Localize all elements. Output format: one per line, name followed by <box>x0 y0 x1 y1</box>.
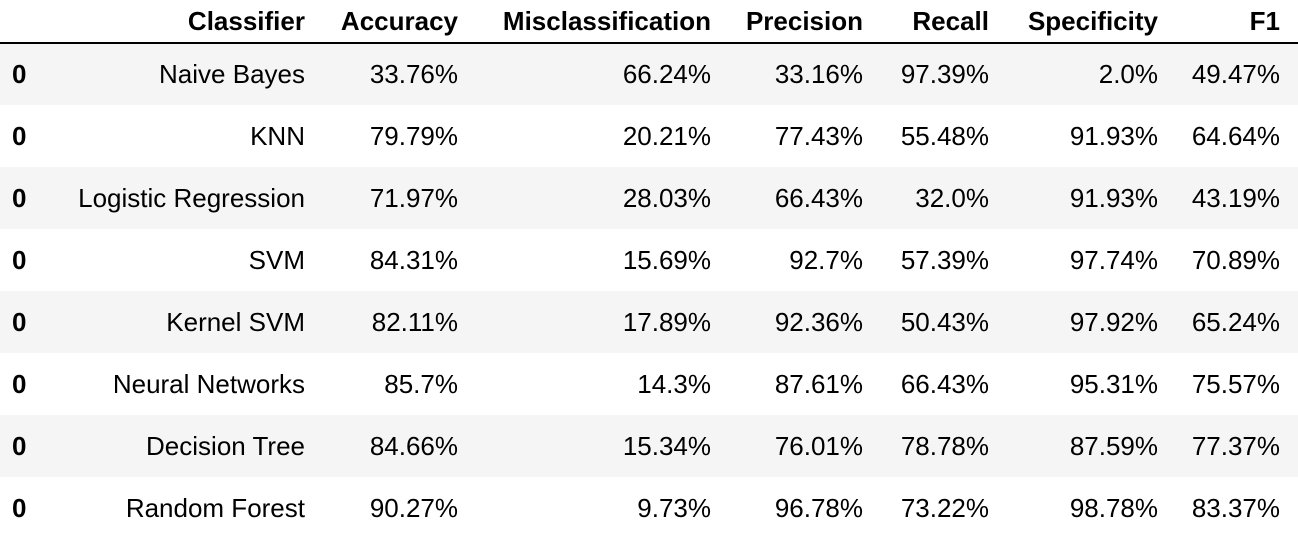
row-index: 0 <box>12 244 27 275</box>
f1-cell: 75.57% <box>1191 368 1280 399</box>
precision-cell: 66.43% <box>774 182 863 213</box>
classifier-cell: Logistic Regression <box>78 182 305 213</box>
misclassification-cell: 15.69% <box>622 244 711 275</box>
accuracy-cell: 84.31% <box>369 244 458 275</box>
accuracy-cell: 79.79% <box>369 120 458 151</box>
misclassification-header: Misclassification <box>476 0 729 44</box>
recall-cell: 50.43% <box>900 306 989 337</box>
misclassification-cell: 17.89% <box>622 306 711 337</box>
misclassification-cell: 15.34% <box>622 430 711 461</box>
f1-header: F1 <box>1176 0 1298 44</box>
recall-cell: 55.48% <box>900 120 989 151</box>
f1-cell: 83.37% <box>1191 492 1280 523</box>
specificity-cell: 95.31% <box>1069 368 1158 399</box>
table-row: 0 Random Forest 90.27% 9.73% 96.78% 73.22% 98.… <box>0 477 1298 539</box>
precision-cell: 33.16% <box>774 59 863 89</box>
f1-cell: 49.47% <box>1191 59 1280 89</box>
precision-cell: 92.36% <box>774 306 863 337</box>
specificity-cell: 87.59% <box>1069 430 1158 461</box>
misclassification-cell: 20.21% <box>622 120 711 151</box>
f1-cell: 65.24% <box>1191 306 1280 337</box>
row-index: 0 <box>12 59 27 89</box>
f1-cell: 70.89% <box>1191 244 1280 275</box>
table-row: 0 Neural Networks 85.7% 14.3% 87.61% 66.43% 95… <box>0 353 1298 415</box>
f1-cell: 64.64% <box>1191 120 1280 151</box>
precision-cell: 76.01% <box>774 430 863 461</box>
accuracy-cell: 84.66% <box>369 430 458 461</box>
classifier-header: Classifier <box>42 0 323 44</box>
accuracy-cell: 33.76% <box>369 59 458 89</box>
f1-cell: 77.37% <box>1191 430 1280 461</box>
row-index: 0 <box>12 120 27 151</box>
misclassification-cell: 66.24% <box>622 59 711 89</box>
table-body: 0 Naive Bayes 33.76% 66.24% 33.16% 97.39% 2.0%… <box>0 43 1298 539</box>
misclassification-cell: 28.03% <box>622 182 711 213</box>
recall-cell: 66.43% <box>900 368 989 399</box>
classifier-cell: Kernel SVM <box>166 306 305 337</box>
precision-cell: 92.7% <box>789 244 863 275</box>
precision-cell: 96.78% <box>774 492 863 523</box>
table-row: 0 KNN 79.79% 20.21% 77.43% 55.48% 91.93% 64.64% <box>0 105 1298 167</box>
row-index: 0 <box>12 492 27 523</box>
table-row: 0 SVM 84.31% 15.69% 92.7% 57.39% 97.74% 70.89% <box>0 229 1298 291</box>
row-index: 0 <box>12 430 27 461</box>
misclassification-cell: 14.3% <box>637 368 711 399</box>
row-index: 0 <box>12 306 27 337</box>
classifier-cell: Random Forest <box>125 492 305 523</box>
recall-cell: 73.22% <box>900 492 989 523</box>
specificity-cell: 91.93% <box>1069 182 1158 213</box>
accuracy-cell: 71.97% <box>369 182 458 213</box>
accuracy-header: Accuracy <box>323 0 476 44</box>
index-header <box>0 0 42 44</box>
specificity-cell: 91.93% <box>1069 120 1158 151</box>
row-index: 0 <box>12 182 27 213</box>
table-row: 0 Kernel SVM 82.11% 17.89% 92.36% 50.43% 97.92… <box>0 291 1298 353</box>
classifier-cell: Naive Bayes <box>159 59 305 89</box>
table-row: 0 Logistic Regression 71.97% 28.03% 66.43% 32… <box>0 167 1298 229</box>
recall-header: Recall <box>881 0 1007 44</box>
specificity-cell: 2.0% <box>1098 59 1158 89</box>
header-row: Classifier Accuracy Misclassification Pr… <box>0 0 1298 44</box>
accuracy-cell: 85.7% <box>384 368 458 399</box>
recall-cell: 97.39% <box>900 59 989 89</box>
accuracy-cell: 90.27% <box>369 492 458 523</box>
precision-cell: 87.61% <box>774 368 863 399</box>
recall-cell: 78.78% <box>900 430 989 461</box>
misclassification-cell: 9.73% <box>637 492 711 523</box>
classifier-cell: Neural Networks <box>112 368 305 399</box>
classifier-cell: Decision Tree <box>146 430 305 461</box>
accuracy-cell: 82.11% <box>371 306 458 337</box>
classifier-cell: SVM <box>248 244 305 275</box>
recall-cell: 57.39% <box>900 244 989 275</box>
recall-cell: 32.0% <box>915 182 989 213</box>
f1-cell: 43.19% <box>1191 182 1280 213</box>
row-index: 0 <box>12 368 27 399</box>
precision-cell: 77.43% <box>774 120 863 151</box>
table-row: 0 Decision Tree 84.66% 15.34% 76.01% 78.78% 87… <box>0 415 1298 477</box>
precision-header: Precision <box>729 0 881 44</box>
table-row: 0 Naive Bayes 33.76% 66.24% 33.16% 97.39% 2.0%… <box>0 43 1298 105</box>
specificity-cell: 97.92% <box>1069 306 1158 337</box>
specificity-cell: 98.78% <box>1069 492 1158 523</box>
specificity-header: Specificity <box>1007 0 1176 44</box>
specificity-cell: 97.74% <box>1069 244 1158 275</box>
classifier-cell: KNN <box>250 120 305 151</box>
